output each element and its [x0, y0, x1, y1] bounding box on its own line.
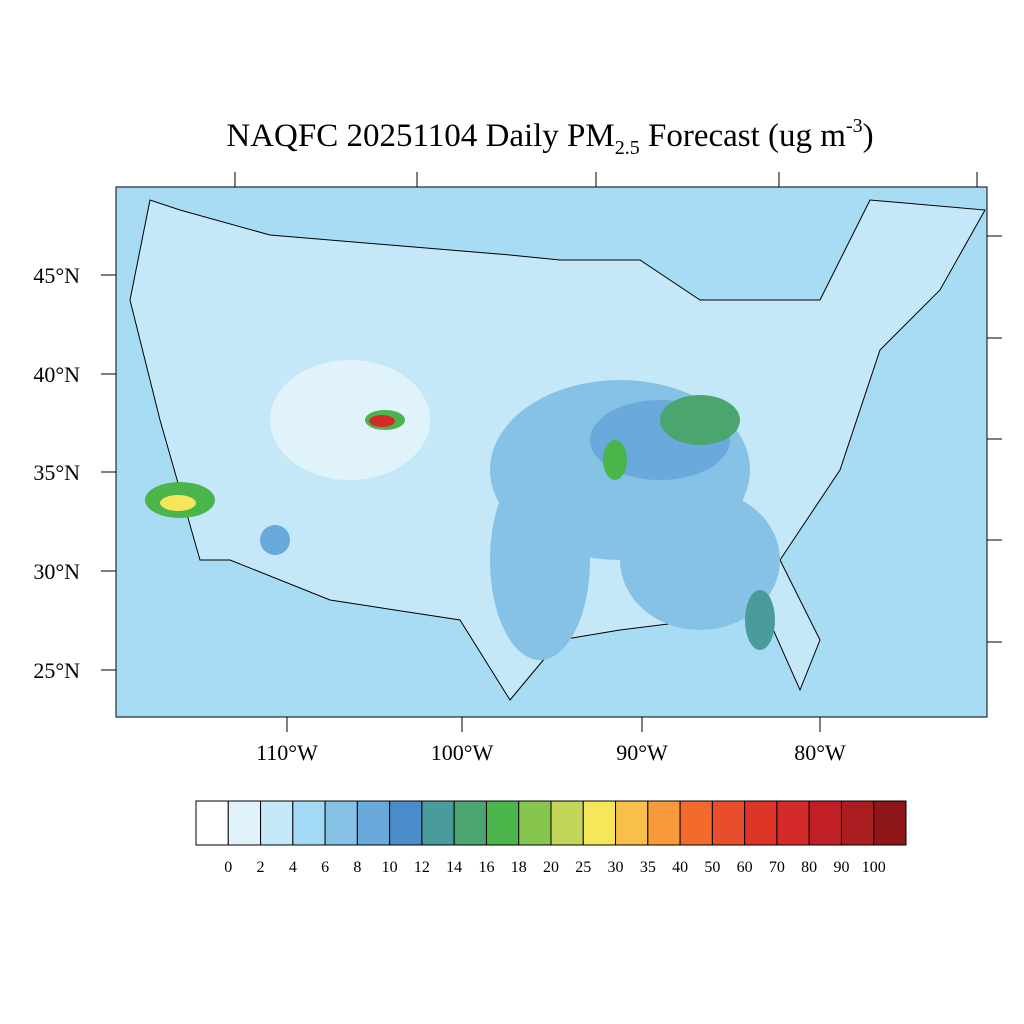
colorbar-label: 2: [257, 859, 265, 876]
map: 45°N 40°N 35°N 30°N 25°N 110°W 100°W 90°…: [33, 172, 1002, 765]
colorbar-box: [873, 800, 907, 846]
colorbar-box: [356, 800, 391, 846]
lon-label: 80°W: [794, 740, 846, 765]
lon-label: 90°W: [616, 740, 668, 765]
colorbar: 0 2 4 6 8 10 12 14 16 18 20 25 30 35 40 50 60 70 80 90 100: [195, 800, 907, 876]
colorbar-label: 90: [833, 859, 849, 876]
lat-label: 45°N: [33, 263, 80, 288]
frame-ticks: [101, 172, 1002, 732]
clean-air-region: [270, 360, 430, 480]
colorbar-box: [195, 800, 229, 846]
colorbar-box: [711, 800, 746, 846]
colorbar-box: [647, 800, 681, 846]
colorbar-label: 8: [353, 859, 361, 876]
colorbar-box: [518, 800, 552, 846]
haze-region: [260, 525, 290, 555]
colorbar-label: 16: [478, 859, 494, 876]
smoke-region: [603, 440, 627, 480]
haze-region: [620, 490, 780, 630]
lon-label: 100°W: [431, 740, 494, 765]
colorbar-label: 35: [640, 859, 656, 876]
colorbar-label: 20: [543, 859, 559, 876]
colorbar-label: 60: [737, 859, 753, 876]
haze-region: [490, 460, 590, 660]
colorbar-label: 40: [672, 859, 688, 876]
colorbar-box: [324, 800, 358, 846]
colorbar-box: [582, 800, 617, 846]
colorbar-label: 80: [801, 859, 817, 876]
colorbar-box: [421, 800, 455, 846]
title: NAQFC 20251104 Daily PM2.5 Forecast (ug …: [226, 115, 873, 159]
colorbar-box: [292, 800, 326, 846]
colorbar-box: [389, 800, 423, 846]
map-frame: [115, 186, 988, 718]
colorbar-label: 10: [382, 859, 398, 876]
lon-label: 110°W: [256, 740, 318, 765]
colorbar-label: 30: [608, 859, 624, 876]
smoke-region: [745, 590, 775, 650]
colorbar-box: [260, 800, 294, 846]
colorbar-box: [485, 800, 520, 846]
colorbar-label: 14: [446, 859, 462, 876]
colorbar-label: 18: [511, 859, 527, 876]
smoke-region: [660, 395, 740, 445]
colorbar-box: [615, 800, 649, 846]
colorbar-label: 6: [321, 859, 329, 876]
colorbar-label: 50: [704, 859, 720, 876]
colorbar-box: [453, 800, 487, 846]
colorbar-label: 12: [414, 859, 430, 876]
title-main: NAQFC 20251104 Daily PM: [226, 118, 614, 154]
lat-label: 30°N: [33, 559, 80, 584]
fire-region: [369, 415, 395, 427]
title-superscript: -3: [846, 115, 863, 137]
colorbar-label: 0: [224, 859, 232, 876]
colorbar-box: [840, 800, 875, 846]
colorbar-box: [744, 800, 778, 846]
colorbar-label: 100: [862, 859, 886, 876]
lat-label: 35°N: [33, 460, 80, 485]
title-subscript: 2.5: [615, 137, 640, 159]
lat-label: 25°N: [33, 658, 80, 683]
colorbar-box: [776, 800, 810, 846]
colorbar-label: 4: [289, 859, 297, 876]
colorbar-box: [679, 800, 713, 846]
smoke-region: [160, 495, 196, 511]
lat-label: 40°N: [33, 362, 80, 387]
colorbar-box: [550, 800, 584, 846]
colorbar-box: [808, 800, 842, 846]
colorbar-box: [227, 800, 262, 846]
title-end: ): [863, 118, 874, 154]
colorbar-label: 70: [769, 859, 785, 876]
title-middle: Forecast (ug m: [640, 118, 847, 154]
colorbar-label: 25: [575, 859, 591, 876]
